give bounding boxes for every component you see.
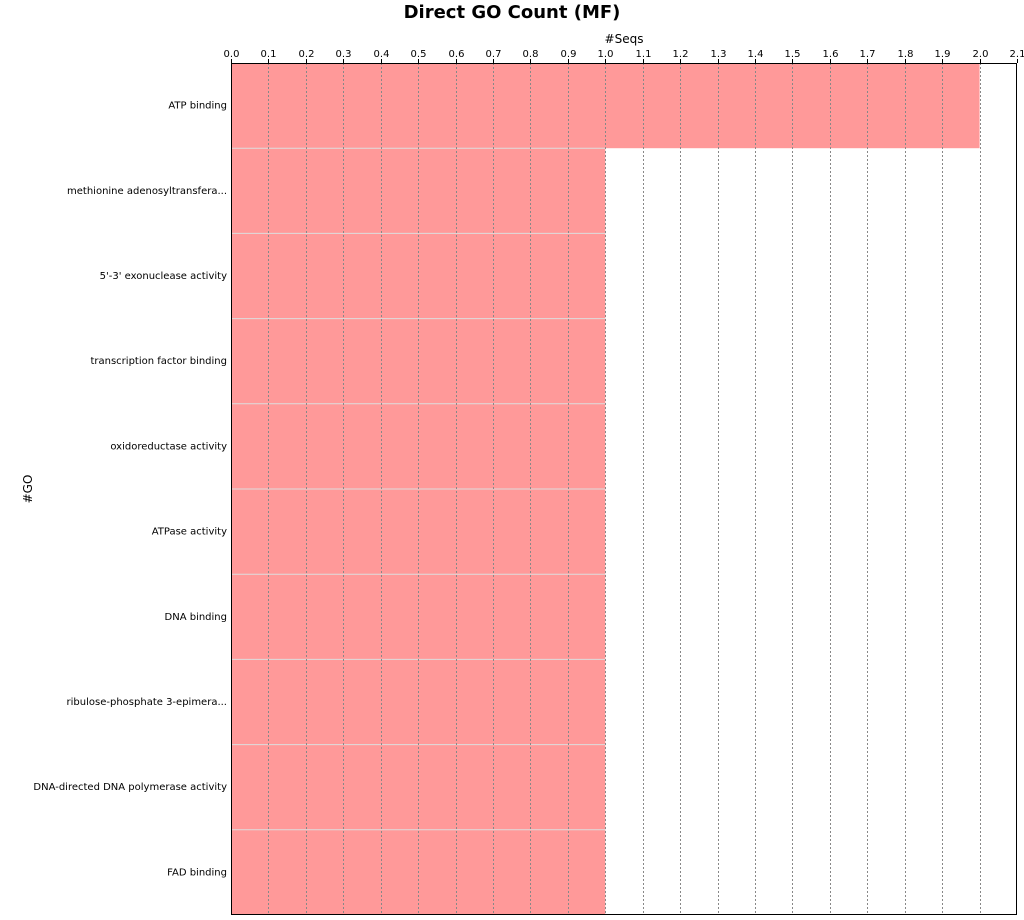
x-tick-label-17: 1.7 [860, 49, 876, 60]
plot-frame [231, 63, 1017, 915]
x-tick-label-7: 0.7 [486, 49, 502, 60]
x-tick-label-0: 0.0 [224, 49, 240, 60]
x-tick-label-21: 2.1 [1010, 49, 1024, 60]
x-tick-label-5: 0.5 [411, 49, 427, 60]
x-tick-label-3: 0.3 [336, 49, 352, 60]
x-tick-label-16: 1.6 [823, 49, 839, 60]
category-label-1: methionine adenosyltransfera... [67, 186, 227, 197]
y-axis-label: #GO [21, 475, 35, 504]
bar-7 [231, 659, 606, 745]
x-tick-label-8: 0.8 [523, 49, 539, 60]
bar-0 [231, 63, 980, 149]
x-tick-label-9: 0.9 [561, 49, 577, 60]
x-tick-label-1: 0.1 [261, 49, 277, 60]
x-axis-label: #Seqs [605, 32, 644, 46]
category-label-8: DNA-directed DNA polymerase activity [33, 782, 227, 793]
x-tick-label-19: 1.9 [935, 49, 951, 60]
category-label-4: oxidoreductase activity [110, 441, 227, 452]
x-tick-label-2: 0.2 [299, 49, 315, 60]
chart-title: Direct GO Count (MF) [404, 2, 621, 23]
category-label-3: transcription factor binding [90, 356, 227, 367]
x-tick-label-15: 1.5 [785, 49, 801, 60]
x-tick-label-6: 0.6 [449, 49, 465, 60]
bar-4 [231, 403, 606, 489]
x-tick-label-12: 1.2 [673, 49, 689, 60]
category-label-0: ATP binding [168, 101, 227, 112]
category-label-7: ribulose-phosphate 3-epimera... [67, 697, 227, 708]
category-label-6: DNA binding [165, 612, 227, 623]
x-tick-label-20: 2.0 [973, 49, 989, 60]
category-label-2: 5'-3' exonuclease activity [100, 271, 227, 282]
x-tick-label-14: 1.4 [748, 49, 764, 60]
plot-area: 0.0 0.1 0.2 0.3 0.4 0.5 0.6 0.7 0.8 0.9 1.0 1.1 1.2 1… [33, 49, 1024, 915]
category-label-9: FAD binding [167, 867, 227, 878]
x-tick-label-4: 0.4 [374, 49, 390, 60]
category-label-5: ATPase activity [152, 527, 227, 538]
x-tick-label-13: 1.3 [711, 49, 727, 60]
x-tick-label-10: 1.0 [598, 49, 614, 60]
x-tick-label-11: 1.1 [636, 49, 652, 60]
x-tick-label-18: 1.8 [898, 49, 914, 60]
